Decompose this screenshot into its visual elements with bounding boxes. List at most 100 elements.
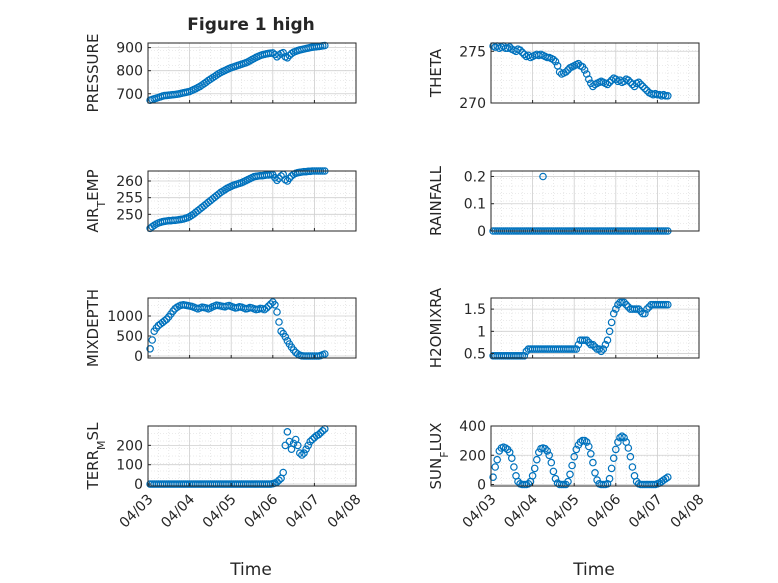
data-point: [285, 174, 294, 183]
data-point: [262, 304, 271, 312]
data-point: [528, 471, 537, 480]
data-point: [516, 46, 524, 55]
data-point: [221, 185, 229, 194]
data-point: [308, 435, 317, 444]
y-tick-label: 200: [459, 448, 486, 464]
data-point: [605, 78, 614, 87]
data-point: [570, 452, 579, 461]
data-point: [557, 480, 566, 489]
data-point: [320, 350, 329, 358]
data-point: [582, 336, 591, 345]
data-point: [493, 455, 502, 464]
data-point: [661, 474, 670, 483]
data-point: [277, 327, 285, 336]
data-point: [524, 479, 533, 488]
y-axis-label: SUNFLUX: [427, 423, 451, 490]
data-point: [599, 480, 608, 489]
data-point: [146, 344, 154, 353]
x-tick-label: 04/05: [200, 492, 240, 532]
data-point: [300, 449, 308, 457]
subplot-pressure: 700 800 900 PRESSURE: [84, 34, 357, 112]
y-tick-label: 255: [116, 191, 143, 207]
data-point: [605, 474, 614, 483]
data-point: [543, 447, 552, 455]
data-point: [620, 433, 628, 442]
data-point: [148, 336, 157, 344]
data-point: [281, 441, 290, 450]
data-point: [275, 476, 283, 485]
y-tick-label: 270: [459, 96, 486, 112]
y-tick-label: 900: [116, 41, 143, 57]
y-axis-label: RAINFALL: [427, 165, 445, 236]
y-tick-label: 0.2: [464, 169, 486, 185]
data-point: [603, 336, 612, 345]
data-point: [568, 461, 576, 470]
data-point: [320, 41, 329, 50]
data-point: [516, 351, 524, 360]
x-tick-label: 04/06: [241, 491, 281, 531]
axes-box: [147, 297, 357, 359]
data-point: [572, 345, 581, 353]
data-point: [595, 345, 604, 353]
x-tick-label: 04/08: [325, 492, 365, 532]
data-point: [566, 470, 574, 479]
data-point: [279, 48, 288, 57]
data-point: [549, 55, 558, 64]
data-point: [289, 346, 298, 354]
y-tick-label: 400: [459, 419, 486, 435]
data-point: [314, 430, 323, 439]
x-tick-label: 04/05: [543, 492, 583, 532]
y-tick-label: 700: [116, 87, 143, 103]
data-point: [597, 347, 606, 356]
data-point: [661, 92, 670, 100]
data-point: [607, 464, 616, 473]
data-point: [609, 454, 618, 463]
data-point: [611, 445, 620, 454]
y-tick-label: 0: [134, 349, 143, 365]
data-point: [152, 324, 161, 332]
data-point: [491, 463, 500, 471]
data-point: [316, 428, 325, 437]
x-tick-label: 04/06: [584, 491, 624, 531]
data-point: [302, 445, 310, 454]
data-point: [578, 436, 587, 445]
axes-box: [490, 42, 700, 104]
data-point: [580, 436, 589, 445]
data-point: [580, 66, 589, 74]
data-point: [273, 478, 281, 486]
data-point: [549, 467, 558, 476]
data-point: [570, 345, 579, 353]
data-point: [532, 455, 541, 464]
data-point: [298, 451, 306, 459]
data-point: [520, 480, 529, 489]
y-tick-label: 0: [477, 478, 486, 494]
data-point: [501, 444, 510, 452]
data-point: [169, 307, 177, 316]
data-point: [607, 318, 616, 327]
data-point: [618, 432, 626, 441]
data-point: [520, 50, 529, 59]
data-point: [611, 75, 620, 84]
y-tick-label: 275: [459, 44, 486, 60]
data-point: [489, 473, 497, 482]
y-tick-label: 260: [116, 174, 143, 190]
data-point: [626, 452, 635, 461]
data-point: [663, 92, 672, 100]
data-point: [611, 305, 620, 313]
data-point: [636, 80, 645, 89]
data-point: [580, 336, 589, 345]
x-tick-label: 04/03: [117, 492, 157, 532]
data-point: [603, 80, 612, 89]
subplot-mixdepth: 0 500 1000 MIXDEPTH: [84, 289, 357, 367]
data-point: [539, 172, 547, 181]
data-point: [304, 441, 313, 450]
data-point: [510, 463, 518, 471]
data-point: [545, 451, 554, 460]
data-point: [520, 351, 529, 360]
x-tick-label: 04/08: [668, 492, 708, 532]
data-point: [562, 68, 570, 76]
subplot-terr-msl: 0 100 200 04/03 04/04 04/05 04/06 04/07 04/08 TER…: [84, 422, 364, 531]
